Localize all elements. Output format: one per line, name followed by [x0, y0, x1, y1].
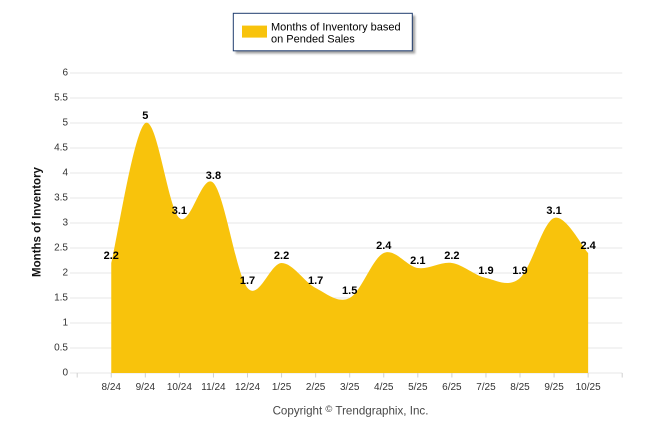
svg-text:2/25: 2/25: [306, 382, 326, 393]
svg-text:11/24: 11/24: [201, 382, 226, 393]
svg-text:3/25: 3/25: [340, 382, 360, 393]
svg-text:6/25: 6/25: [442, 382, 462, 393]
svg-text:1.5: 1.5: [342, 285, 357, 297]
svg-text:0.5: 0.5: [54, 343, 68, 354]
svg-text:2.2: 2.2: [444, 250, 459, 262]
svg-text:6: 6: [62, 68, 68, 79]
svg-text:3.5: 3.5: [54, 193, 68, 204]
svg-text:8/25: 8/25: [510, 382, 530, 393]
svg-text:8/24: 8/24: [102, 382, 122, 393]
svg-text:7/25: 7/25: [476, 382, 496, 393]
svg-text:9/25: 9/25: [544, 382, 564, 393]
svg-text:2.1: 2.1: [410, 255, 425, 267]
svg-text:5: 5: [142, 110, 148, 122]
svg-text:Copyright © Trendgraphix, Inc.: Copyright © Trendgraphix, Inc.: [273, 404, 429, 418]
svg-text:3.1: 3.1: [172, 205, 187, 217]
svg-text:3.8: 3.8: [206, 170, 221, 182]
svg-text:3.1: 3.1: [546, 205, 561, 217]
svg-text:1.9: 1.9: [512, 265, 527, 277]
svg-text:2.4: 2.4: [376, 240, 392, 252]
svg-text:4/25: 4/25: [374, 382, 394, 393]
svg-text:1.7: 1.7: [240, 275, 255, 287]
svg-text:Months of Inventory: Months of Inventory: [32, 166, 44, 276]
svg-text:10/25: 10/25: [576, 382, 601, 393]
svg-text:1/25: 1/25: [272, 382, 292, 393]
svg-text:5/25: 5/25: [408, 382, 428, 393]
svg-text:2.5: 2.5: [54, 243, 68, 254]
svg-text:3: 3: [62, 218, 68, 229]
svg-text:5.5: 5.5: [54, 93, 68, 104]
svg-text:10/24: 10/24: [167, 382, 192, 393]
svg-text:2.2: 2.2: [104, 250, 119, 262]
svg-text:4.5: 4.5: [54, 143, 68, 154]
svg-text:1: 1: [62, 318, 68, 329]
svg-text:12/24: 12/24: [235, 382, 260, 393]
svg-text:1.9: 1.9: [478, 265, 493, 277]
svg-text:9/24: 9/24: [136, 382, 156, 393]
svg-text:2: 2: [62, 268, 68, 279]
svg-text:4: 4: [62, 168, 68, 179]
svg-text:2.4: 2.4: [580, 240, 596, 252]
svg-text:1.5: 1.5: [54, 293, 68, 304]
svg-text:1.7: 1.7: [308, 275, 323, 287]
svg-text:Months of Inventory based: Months of Inventory based: [271, 22, 401, 34]
svg-text:on Pended Sales: on Pended Sales: [271, 34, 355, 46]
svg-text:0: 0: [62, 368, 68, 379]
svg-text:2.2: 2.2: [274, 250, 289, 262]
svg-text:5: 5: [62, 118, 68, 129]
